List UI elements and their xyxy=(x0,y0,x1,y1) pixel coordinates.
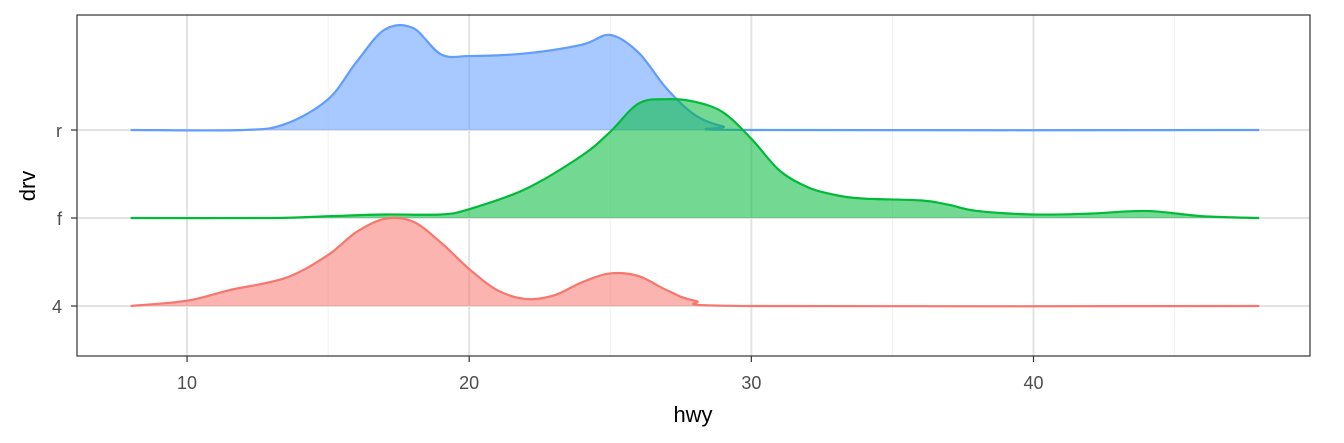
y-tick-label-4: 4 xyxy=(52,297,62,317)
ridge-4 xyxy=(130,216,1260,308)
x-tick-label: 40 xyxy=(1023,373,1043,393)
ridge-line-f xyxy=(130,98,1260,220)
ridge-line-4 xyxy=(130,216,1260,308)
y-tick-label-r: r xyxy=(56,121,62,141)
x-axis-title: hwy xyxy=(673,402,712,427)
x-tick-label: 20 xyxy=(459,373,479,393)
plot-panel-border xyxy=(76,14,1311,357)
ridge-fill-f xyxy=(130,99,1260,219)
y-axis: 4 f r xyxy=(52,121,77,317)
x-axis: 10 20 30 40 xyxy=(177,356,1044,393)
ridge-f xyxy=(130,98,1260,220)
density-ridges xyxy=(130,24,1260,308)
x-tick-label: 30 xyxy=(741,373,761,393)
ridge-fill-r xyxy=(130,25,1260,131)
y-axis-title: drv xyxy=(15,171,40,202)
ridge-fill-4 xyxy=(130,217,1260,307)
y-tick-label-f: f xyxy=(57,209,63,229)
x-tick-label: 10 xyxy=(177,373,197,393)
